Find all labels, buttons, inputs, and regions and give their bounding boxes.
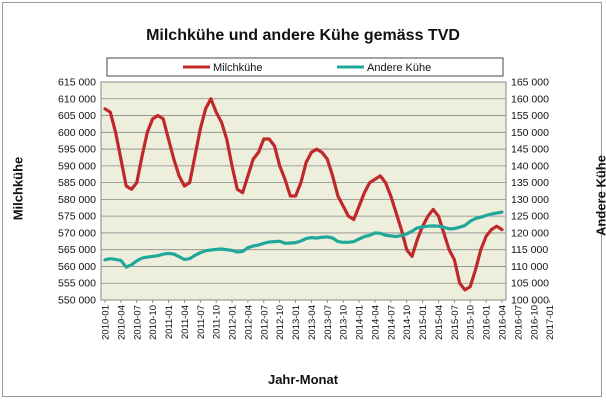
x-tick-label: 2010-04 bbox=[116, 305, 127, 340]
x-tick-label: 2012-01 bbox=[228, 305, 239, 340]
y-right-tick-label: 145 000 bbox=[511, 144, 549, 156]
y-right-tick-label: 165 000 bbox=[511, 77, 549, 89]
x-tick-label: 2014-01 bbox=[355, 305, 366, 340]
x-tick-label: 2010-01 bbox=[101, 305, 112, 340]
x-tick-label: 2015-10 bbox=[466, 305, 477, 340]
x-tick-label: 2011-04 bbox=[180, 305, 191, 339]
y-axis-right-ticks: 100 000 105 000 110 000 115 000 120 000 125 0… bbox=[511, 77, 549, 307]
x-tick-label: 2013-07 bbox=[323, 305, 334, 340]
y-left-tick-label: 560 000 bbox=[58, 261, 96, 273]
y-right-tick-label: 120 000 bbox=[511, 227, 549, 239]
x-axis-ticks: 2010-01 2010-04 2010-07 2010-10 2011-01 2011-… bbox=[101, 300, 556, 340]
y-left-tick-label: 585 000 bbox=[58, 177, 96, 189]
y-right-tick-label: 130 000 bbox=[511, 194, 549, 206]
plot-border bbox=[100, 81, 507, 301]
series-line-milchkuehe bbox=[103, 97, 504, 292]
y-left-tick-label: 580 000 bbox=[58, 194, 96, 206]
x-tick-label: 2016-04 bbox=[498, 305, 509, 340]
y-left-tick-label: 595 000 bbox=[58, 144, 96, 156]
x-tick-label: 2011-10 bbox=[212, 305, 223, 339]
series-line-andere-kuehe bbox=[103, 210, 504, 269]
x-tick-label: 2011-01 bbox=[164, 305, 175, 339]
x-tick-label: 2010-07 bbox=[132, 305, 143, 340]
legend-box bbox=[106, 57, 504, 77]
x-tick-label: 2012-04 bbox=[243, 305, 254, 340]
y-right-tick-label: 125 000 bbox=[511, 211, 549, 223]
y-axis-left-ticks: 550 000 555 000 560 000 565 000 570 000 575 0… bbox=[58, 77, 96, 307]
y-left-tick-label: 550 000 bbox=[58, 295, 96, 307]
y-left-tick-label: 600 000 bbox=[58, 127, 96, 139]
y-right-tick-label: 105 000 bbox=[511, 278, 549, 290]
x-tick-label: 2014-04 bbox=[370, 305, 381, 340]
x-tick-label: 2011-07 bbox=[196, 305, 207, 339]
x-axis-label: Jahr-Monat bbox=[267, 372, 339, 387]
y-right-tick-label: 115 000 bbox=[511, 244, 548, 256]
x-tick-label: 2013-10 bbox=[339, 305, 350, 340]
y-right-tick-label: 110 000 bbox=[511, 261, 548, 273]
x-tick-label: 2015-07 bbox=[450, 305, 461, 340]
x-tick-label: 2015-04 bbox=[434, 305, 445, 340]
x-tick-label: 2016-01 bbox=[482, 305, 493, 340]
x-tick-label: 2014-10 bbox=[402, 305, 413, 340]
y-left-tick-label: 610 000 bbox=[58, 93, 96, 105]
plot-area bbox=[101, 82, 506, 300]
y-left-tick-label: 575 000 bbox=[58, 211, 96, 223]
x-tick-label: 2013-01 bbox=[291, 305, 302, 340]
x-tick-label: 2013-04 bbox=[307, 305, 318, 340]
x-tick-label: 2010-10 bbox=[148, 305, 159, 340]
y-right-tick-label: 135 000 bbox=[511, 177, 549, 189]
legend-label-milchkuehe: Milchkühe bbox=[213, 62, 263, 74]
y-left-tick-label: 555 000 bbox=[58, 278, 96, 290]
y-left-tick-label: 570 000 bbox=[58, 227, 96, 239]
y-right-tick-label: 100 000 bbox=[511, 295, 549, 307]
y-right-tick-label: 150 000 bbox=[511, 127, 549, 139]
y-left-tick-label: 605 000 bbox=[58, 110, 96, 122]
y-right-tick-label: 140 000 bbox=[511, 160, 549, 172]
chart-title: Milchkühe und andere Kühe gemäss TVD bbox=[146, 27, 460, 44]
x-tick-label: 2012-10 bbox=[275, 305, 286, 340]
y-right-tick-label: 160 000 bbox=[511, 93, 549, 105]
x-tick-label: 2012-07 bbox=[259, 305, 270, 340]
y-left-tick-label: 590 000 bbox=[58, 160, 96, 172]
x-tick-label: 2014-07 bbox=[386, 305, 397, 340]
x-tick-label: 2016-10 bbox=[529, 305, 540, 340]
x-tick-label: 2015-01 bbox=[418, 305, 429, 340]
x-tick-label: 2017-01 bbox=[545, 305, 556, 340]
y-left-tick-label: 615 000 bbox=[58, 77, 96, 89]
series-lines bbox=[103, 97, 504, 292]
x-tick-label: 2016-07 bbox=[513, 305, 524, 340]
chart-frame: Milchkühe und andere Kühe gemäss TVD Mil… bbox=[2, 2, 606, 397]
chart-svg: 550 000 555 000 560 000 565 000 570 000 575 0… bbox=[58, 57, 556, 340]
y-right-tick-label: 155 000 bbox=[511, 110, 549, 122]
legend-label-andere-kuehe: Andere Kühe bbox=[367, 62, 431, 74]
legend: Milchkühe Andere Kühe bbox=[106, 57, 504, 77]
y-left-tick-label: 565 000 bbox=[58, 244, 96, 256]
